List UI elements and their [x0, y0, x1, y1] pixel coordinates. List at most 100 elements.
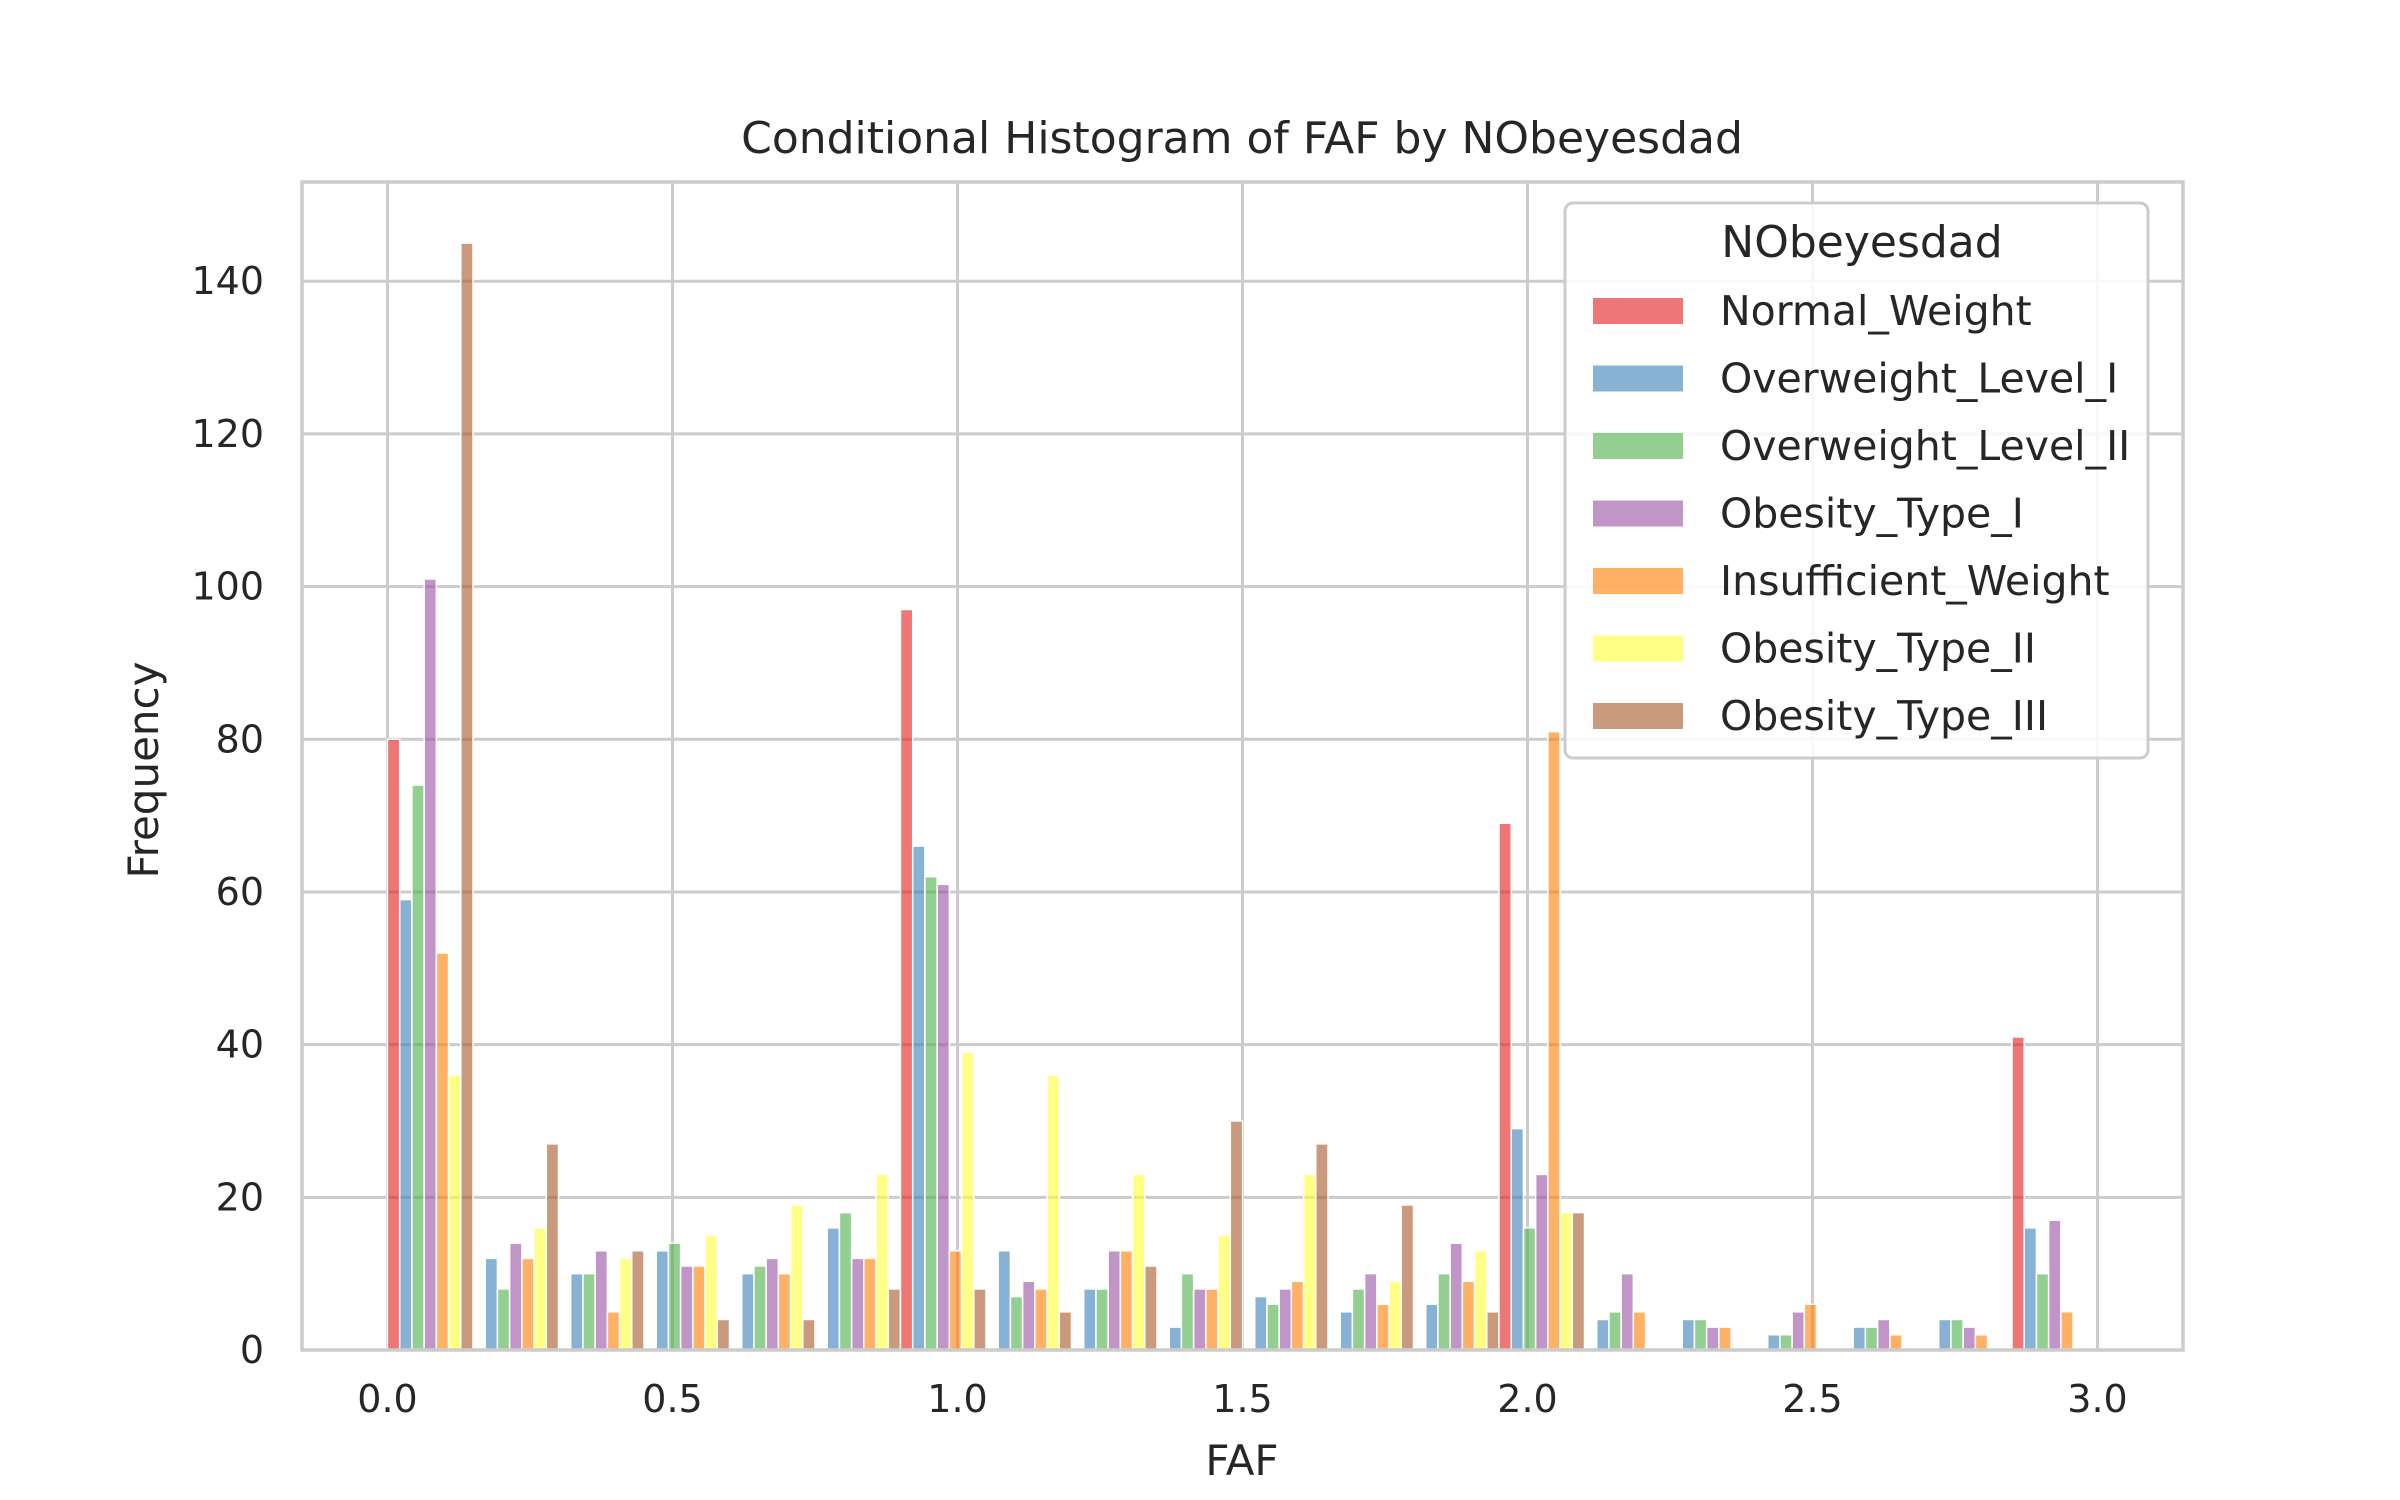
histogram-bar	[2035, 1272, 2050, 1351]
histogram-bar	[1766, 1333, 1781, 1351]
histogram-bar	[508, 1242, 523, 1351]
histogram-bar	[1095, 1288, 1109, 1351]
histogram-bar	[2060, 1311, 2074, 1351]
legend-label: Obesity_Type_III	[1720, 692, 2048, 740]
histogram-bar	[1461, 1280, 1476, 1351]
histogram-bar	[1718, 1326, 1732, 1351]
x-axis-ticks: 0.0 0.5 1.0 1.5 2.0 2.5 3.0	[357, 1377, 2127, 1421]
histogram-bar	[1571, 1211, 1586, 1351]
histogram-bar	[447, 1074, 462, 1351]
histogram-bar	[924, 875, 938, 1351]
histogram-bar	[899, 608, 914, 1351]
histogram-bar	[692, 1265, 706, 1351]
y-tick-label: 140	[191, 259, 264, 303]
histogram-bar	[631, 1250, 645, 1351]
histogram-bar	[1791, 1311, 1806, 1351]
histogram-bar	[1620, 1272, 1635, 1351]
histogram-bar	[1779, 1333, 1793, 1351]
histogram-bar	[1021, 1280, 1036, 1351]
legend-swatch	[1593, 298, 1683, 324]
histogram-bar	[411, 784, 425, 1351]
histogram-bar	[1473, 1250, 1488, 1351]
histogram-bar	[1144, 1265, 1158, 1351]
legend-label: Normal_Weight	[1720, 287, 2032, 335]
histogram-bar	[911, 845, 926, 1351]
x-tick-label: 0.5	[642, 1377, 702, 1421]
histogram-bar	[1486, 1311, 1500, 1351]
legend-label: Overweight_Level_I	[1720, 355, 2118, 403]
histogram-bar	[1376, 1303, 1390, 1351]
y-tick-label: 120	[191, 412, 264, 456]
histogram-bar	[423, 578, 438, 1351]
histogram-bar	[1168, 1326, 1183, 1351]
histogram-bar	[655, 1250, 670, 1351]
histogram-bar	[863, 1257, 877, 1351]
histogram-bar	[398, 898, 413, 1351]
histogram-bar	[1302, 1173, 1317, 1351]
legend-swatch	[1593, 568, 1683, 594]
histogram-bar	[1363, 1272, 1378, 1351]
histogram-bar	[1388, 1280, 1403, 1351]
chart-title: Conditional Histogram of FAF by NObeyesd…	[741, 113, 1743, 164]
histogram-bar	[1278, 1288, 1293, 1351]
histogram-bar	[765, 1257, 780, 1351]
x-axis-label: FAF	[1205, 1436, 1278, 1485]
histogram-bar	[887, 1288, 902, 1351]
y-tick-label: 80	[216, 717, 264, 761]
histogram-bar	[1217, 1234, 1232, 1351]
histogram-bar	[1315, 1143, 1329, 1351]
legend-label: Insufficient_Weight	[1720, 557, 2110, 605]
y-tick-label: 40	[216, 1023, 264, 1067]
x-tick-label: 0.0	[357, 1377, 417, 1421]
histogram-bar	[679, 1265, 694, 1351]
histogram-bar	[1681, 1318, 1696, 1351]
histogram-bar	[1559, 1211, 1574, 1351]
x-tick-label: 2.0	[1497, 1377, 1557, 1421]
histogram-bar	[521, 1257, 535, 1351]
histogram-bar	[1974, 1333, 1989, 1351]
histogram-bar	[1351, 1288, 1366, 1351]
histogram-bar	[1339, 1311, 1354, 1351]
histogram-bar	[1131, 1173, 1146, 1351]
histogram-bar	[1058, 1311, 1073, 1351]
histogram-bar	[1498, 822, 1512, 1351]
histogram-bar	[484, 1257, 499, 1351]
histogram-bar	[618, 1257, 633, 1351]
histogram-bar	[1266, 1303, 1280, 1351]
histogram-bar	[875, 1173, 890, 1351]
legend-title: NObeyesdad	[1721, 217, 2002, 268]
x-tick-label: 1.0	[927, 1377, 987, 1421]
histogram-bar	[569, 1272, 584, 1351]
histogram-bar	[1608, 1311, 1622, 1351]
y-axis-ticks: 0 20 40 60 80 100 120 140	[191, 259, 264, 1372]
histogram-bar	[1950, 1318, 1964, 1351]
histogram-bar	[997, 1250, 1012, 1351]
histogram-bar	[496, 1288, 511, 1351]
histogram-bar	[1119, 1250, 1134, 1351]
histogram-bar	[1205, 1288, 1219, 1351]
histogram-bar	[838, 1211, 853, 1351]
histogram-bar	[1449, 1242, 1464, 1351]
plot-frame	[300, 180, 2185, 1352]
histogram-bar	[594, 1250, 609, 1351]
histogram-bar	[1034, 1288, 1048, 1351]
x-tick-label: 1.5	[1212, 1377, 1272, 1421]
y-tick-label: 100	[191, 565, 264, 609]
histogram-bar	[704, 1234, 719, 1351]
histogram-bar	[1082, 1288, 1097, 1351]
histogram-bar	[1424, 1303, 1439, 1351]
histogram-bar	[1705, 1326, 1720, 1351]
legend-swatch	[1593, 703, 1683, 729]
histogram-bar	[740, 1272, 755, 1351]
histogram-bar	[1852, 1326, 1867, 1351]
legend-label: Obesity_Type_I	[1720, 490, 2024, 538]
histogram-bar	[533, 1227, 548, 1351]
histogram-bar	[1595, 1318, 1610, 1351]
histogram-bar	[1962, 1326, 1977, 1351]
histogram-bar	[789, 1204, 804, 1351]
histogram-bar	[435, 952, 450, 1351]
y-tick-label: 60	[216, 870, 264, 914]
y-tick-label: 20	[216, 1175, 264, 1219]
histogram-bar	[960, 1051, 975, 1351]
legend-swatch	[1593, 635, 1683, 662]
